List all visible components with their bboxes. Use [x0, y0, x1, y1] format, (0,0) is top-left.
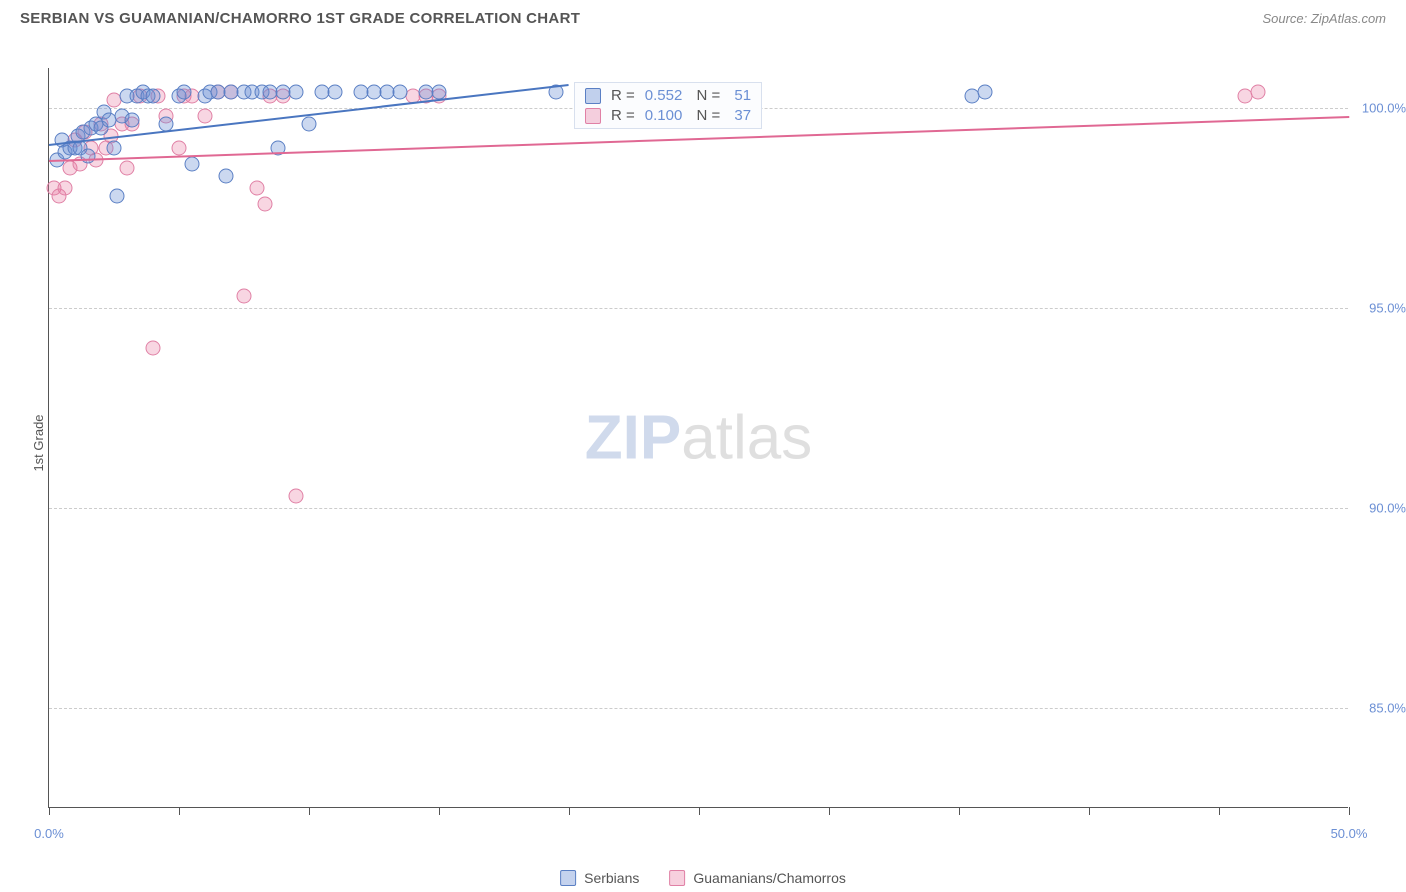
plot-area: ZIPatlas 85.0%90.0%95.0%100.0%0.0%50.0%R… — [48, 68, 1348, 808]
scatter-point — [146, 341, 161, 356]
x-tick — [1219, 807, 1220, 815]
gridline — [49, 708, 1348, 709]
y-tick-label: 90.0% — [1369, 501, 1406, 516]
scatter-point — [185, 157, 200, 172]
stat-n-value: 51 — [730, 87, 751, 104]
scatter-point — [198, 109, 213, 124]
stat-n-label: N = — [692, 107, 720, 124]
legend-label: Guamanians/Chamorros — [693, 870, 846, 886]
y-axis-label: 1st Grade — [31, 414, 46, 471]
swatch-icon — [585, 108, 601, 124]
scatter-point — [1251, 85, 1266, 100]
x-tick — [179, 807, 180, 815]
y-tick-label: 100.0% — [1362, 101, 1406, 116]
x-tick — [1349, 807, 1350, 815]
y-tick-label: 85.0% — [1369, 701, 1406, 716]
x-tick — [309, 807, 310, 815]
scatter-point — [81, 149, 96, 164]
chart-title: SERBIAN VS GUAMANIAN/CHAMORRO 1ST GRADE … — [20, 10, 580, 27]
scatter-point — [172, 141, 187, 156]
stat-n-label: N = — [692, 87, 720, 104]
x-tick-label: 0.0% — [34, 826, 64, 841]
scatter-point — [393, 85, 408, 100]
gridline — [49, 308, 1348, 309]
watermark-atlas: atlas — [681, 403, 812, 472]
x-tick-label: 50.0% — [1331, 826, 1368, 841]
swatch-icon — [669, 870, 685, 886]
x-tick — [699, 807, 700, 815]
scatter-point — [107, 141, 122, 156]
stat-r-value: 0.552 — [645, 87, 683, 104]
scatter-point — [328, 85, 343, 100]
legend: Serbians Guamanians/Chamorros — [560, 870, 846, 886]
x-tick — [439, 807, 440, 815]
scatter-point — [302, 117, 317, 132]
scatter-point — [237, 289, 252, 304]
scatter-point — [250, 181, 265, 196]
stats-box: R = 0.552 N = 51 R = 0.100 N = 37 — [574, 82, 762, 129]
x-tick — [829, 807, 830, 815]
chart-source: Source: ZipAtlas.com — [1262, 11, 1386, 26]
scatter-point — [289, 85, 304, 100]
scatter-point — [218, 169, 233, 184]
stat-n-value: 37 — [730, 107, 751, 124]
legend-item-guamanians: Guamanians/Chamorros — [669, 870, 846, 886]
stats-row: R = 0.552 N = 51 — [585, 87, 751, 104]
scatter-point — [432, 85, 447, 100]
y-tick-label: 95.0% — [1369, 301, 1406, 316]
gridline — [49, 508, 1348, 509]
scatter-point — [57, 181, 72, 196]
x-tick — [959, 807, 960, 815]
watermark-zip: ZIP — [585, 403, 681, 472]
legend-item-serbians: Serbians — [560, 870, 639, 886]
x-tick — [49, 807, 50, 815]
legend-label: Serbians — [584, 870, 639, 886]
scatter-point — [125, 113, 140, 128]
scatter-point — [978, 85, 993, 100]
stats-row: R = 0.100 N = 37 — [585, 107, 751, 124]
chart-container: 1st Grade ZIPatlas 85.0%90.0%95.0%100.0%… — [0, 48, 1406, 838]
x-tick — [569, 807, 570, 815]
scatter-point — [177, 85, 192, 100]
chart-header: SERBIAN VS GUAMANIAN/CHAMORRO 1ST GRADE … — [0, 0, 1406, 37]
scatter-point — [289, 489, 304, 504]
stat-r-label: R = — [611, 87, 635, 104]
stat-r-value: 0.100 — [645, 107, 683, 124]
scatter-point — [120, 161, 135, 176]
scatter-point — [257, 197, 272, 212]
stat-r-label: R = — [611, 107, 635, 124]
swatch-icon — [560, 870, 576, 886]
swatch-icon — [585, 88, 601, 104]
scatter-point — [146, 89, 161, 104]
watermark: ZIPatlas — [585, 402, 812, 473]
x-tick — [1089, 807, 1090, 815]
scatter-point — [109, 189, 124, 204]
